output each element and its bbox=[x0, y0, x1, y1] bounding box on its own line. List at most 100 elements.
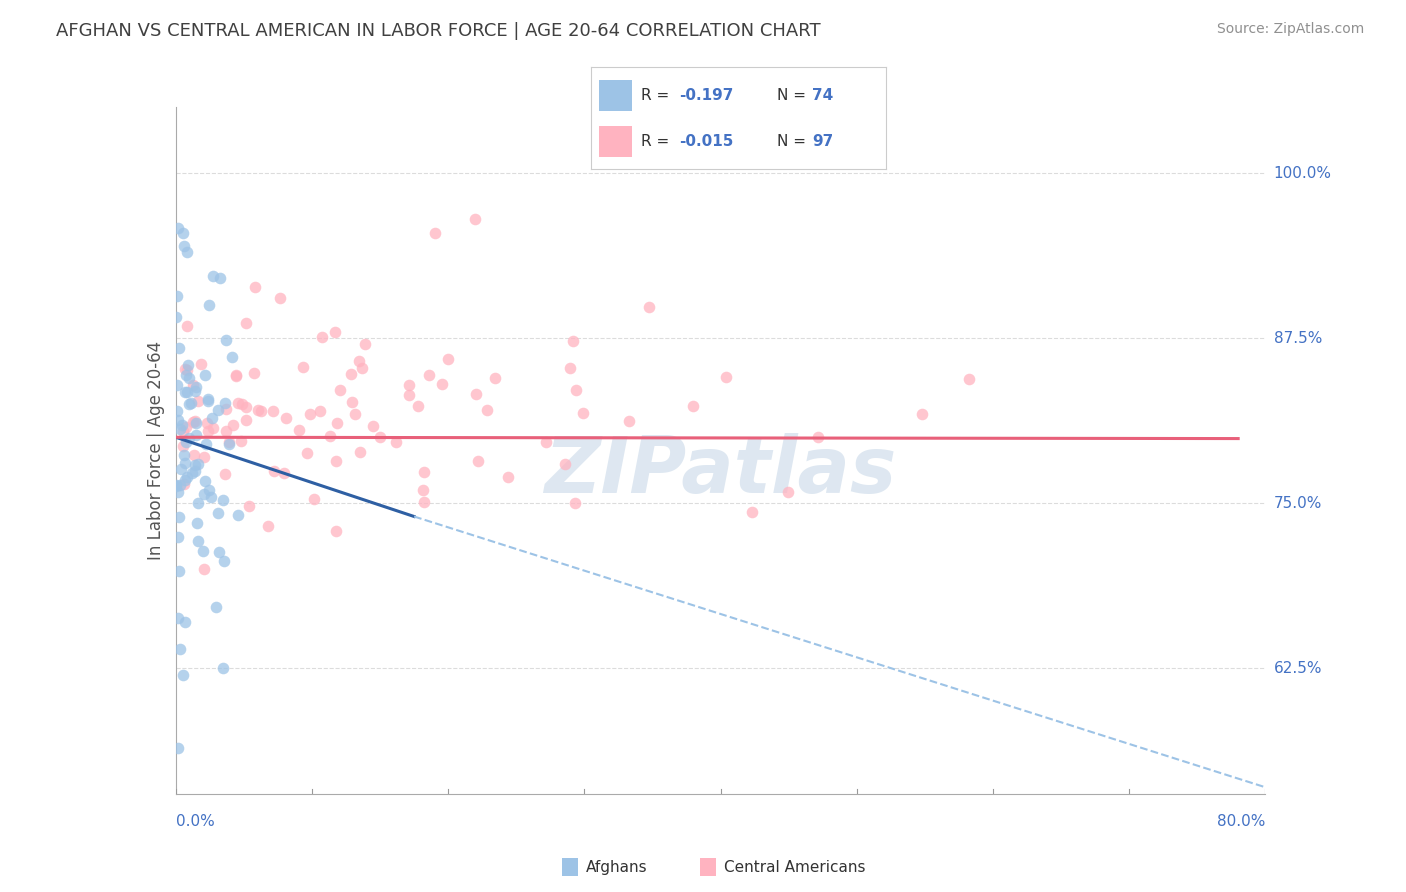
Point bbox=[167, 530, 190, 544]
Point bbox=[368, 430, 391, 444]
Point bbox=[172, 226, 194, 240]
Point bbox=[325, 453, 347, 467]
Point bbox=[166, 404, 188, 418]
Point bbox=[340, 395, 363, 409]
Text: 80.0%: 80.0% bbox=[1218, 814, 1265, 829]
Point bbox=[186, 394, 208, 409]
Point bbox=[347, 353, 370, 368]
Point bbox=[180, 395, 202, 409]
Point bbox=[200, 490, 222, 504]
Point bbox=[467, 454, 489, 468]
Point bbox=[398, 388, 420, 402]
Point bbox=[250, 404, 273, 418]
Point bbox=[218, 435, 240, 450]
Point bbox=[181, 467, 204, 481]
Point bbox=[177, 397, 200, 411]
Point bbox=[207, 402, 229, 417]
Point bbox=[176, 363, 198, 377]
Point bbox=[174, 420, 197, 434]
Point bbox=[198, 483, 221, 497]
Point bbox=[564, 496, 586, 510]
Point bbox=[177, 358, 200, 372]
Point bbox=[329, 384, 352, 398]
Point bbox=[309, 404, 332, 418]
Point bbox=[195, 437, 218, 451]
Point bbox=[193, 474, 215, 488]
Point bbox=[638, 300, 661, 314]
Point bbox=[167, 611, 190, 625]
Point bbox=[169, 478, 191, 492]
Point bbox=[464, 212, 486, 227]
Point bbox=[423, 226, 446, 240]
Point bbox=[208, 271, 231, 285]
Point bbox=[190, 357, 212, 371]
Point bbox=[202, 268, 225, 283]
Text: Afghans: Afghans bbox=[586, 860, 648, 874]
Point bbox=[246, 402, 269, 417]
Point bbox=[179, 371, 201, 385]
Point bbox=[197, 425, 219, 439]
Point bbox=[187, 496, 209, 510]
Point bbox=[174, 361, 197, 376]
Text: -0.015: -0.015 bbox=[679, 135, 734, 149]
Point bbox=[167, 740, 190, 755]
Point bbox=[218, 437, 240, 451]
Point bbox=[418, 368, 440, 382]
Point bbox=[323, 325, 346, 339]
Point bbox=[212, 661, 235, 675]
Point bbox=[212, 554, 235, 568]
Point bbox=[193, 562, 215, 576]
Point bbox=[354, 337, 377, 351]
Point bbox=[166, 378, 188, 392]
Point bbox=[169, 422, 191, 436]
Point bbox=[560, 361, 582, 376]
Point bbox=[170, 462, 193, 476]
Bar bbox=[599, 80, 631, 111]
Point bbox=[186, 428, 208, 442]
Text: N =: N = bbox=[776, 88, 810, 103]
Point bbox=[170, 418, 193, 433]
Point bbox=[412, 495, 434, 509]
Point bbox=[172, 668, 194, 682]
Text: 97: 97 bbox=[813, 135, 834, 149]
Text: R =: R = bbox=[641, 88, 673, 103]
Point bbox=[263, 464, 285, 478]
Point bbox=[349, 445, 371, 459]
Point bbox=[187, 457, 209, 471]
Point bbox=[184, 416, 207, 430]
Point bbox=[807, 430, 830, 444]
Point bbox=[228, 395, 250, 409]
Text: Central Americans: Central Americans bbox=[724, 860, 866, 874]
Point bbox=[311, 330, 333, 344]
Point bbox=[176, 245, 198, 260]
Point bbox=[197, 392, 219, 406]
Point bbox=[325, 524, 347, 538]
Point bbox=[571, 406, 593, 420]
Point bbox=[385, 434, 408, 449]
Point bbox=[231, 397, 253, 411]
Point bbox=[363, 419, 385, 434]
Point bbox=[193, 487, 215, 501]
Text: -0.197: -0.197 bbox=[679, 88, 734, 103]
Point bbox=[167, 564, 190, 578]
Point bbox=[554, 457, 576, 471]
Point bbox=[208, 545, 231, 559]
Point bbox=[183, 384, 205, 399]
Point bbox=[197, 394, 219, 409]
Text: Source: ZipAtlas.com: Source: ZipAtlas.com bbox=[1216, 22, 1364, 37]
Point bbox=[430, 377, 453, 392]
Point bbox=[716, 370, 738, 384]
Text: 0.0%: 0.0% bbox=[176, 814, 215, 829]
Point bbox=[193, 450, 215, 465]
Point bbox=[350, 361, 373, 376]
Point bbox=[273, 466, 295, 480]
Point bbox=[174, 615, 197, 630]
Point bbox=[184, 414, 207, 428]
Point bbox=[214, 467, 236, 481]
Point bbox=[465, 387, 488, 401]
Point bbox=[222, 417, 245, 432]
Point bbox=[214, 424, 236, 438]
Point bbox=[173, 238, 195, 252]
Point bbox=[226, 508, 249, 523]
Text: 87.5%: 87.5% bbox=[1274, 331, 1322, 346]
